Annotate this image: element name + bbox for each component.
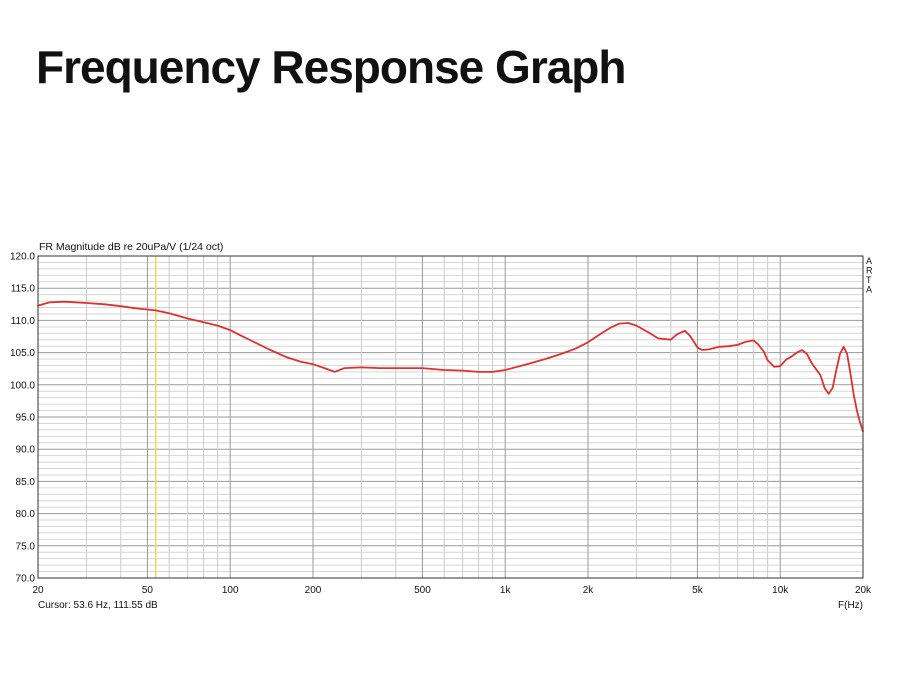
x-tick-label: 20k <box>855 585 872 596</box>
side-letter: R <box>866 266 873 276</box>
x-tick-label: 100 <box>222 585 239 596</box>
x-tick-label: 1k <box>500 585 512 596</box>
x-tick-label: 50 <box>142 585 154 596</box>
x-tick-label: 5k <box>692 585 704 596</box>
y-tick-label: 105.0 <box>10 348 35 359</box>
y-tick-label: 90.0 <box>16 445 36 456</box>
x-tick-label: 10k <box>772 585 789 596</box>
cursor-readout: Cursor: 53.6 Hz, 111.55 dB <box>38 600 158 611</box>
x-tick-label: 500 <box>414 585 431 596</box>
side-letter: T <box>866 275 872 285</box>
y-tick-label: 75.0 <box>16 541 36 552</box>
side-letter: A <box>866 285 872 295</box>
x-tick-label: 20 <box>32 585 44 596</box>
x-axis-label: F(Hz) <box>838 600 863 611</box>
y-tick-label: 110.0 <box>11 316 36 327</box>
y-tick-label: 100.0 <box>10 380 35 391</box>
y-tick-label: 80.0 <box>16 509 36 520</box>
chart-title: FR Magnitude dB re 20uPa/V (1/24 oct) <box>39 241 223 253</box>
y-tick-label: 70.0 <box>16 574 36 585</box>
side-label-arta: ARTA <box>866 256 873 295</box>
x-tick-label: 200 <box>305 585 322 596</box>
x-tick-label: 2k <box>583 585 595 596</box>
y-tick-label: 120.0 <box>10 252 35 263</box>
side-letter: A <box>866 256 872 266</box>
y-tick-label: 115.0 <box>11 284 36 295</box>
y-tick-label: 95.0 <box>16 413 36 424</box>
y-tick-label: 85.0 <box>16 477 36 488</box>
